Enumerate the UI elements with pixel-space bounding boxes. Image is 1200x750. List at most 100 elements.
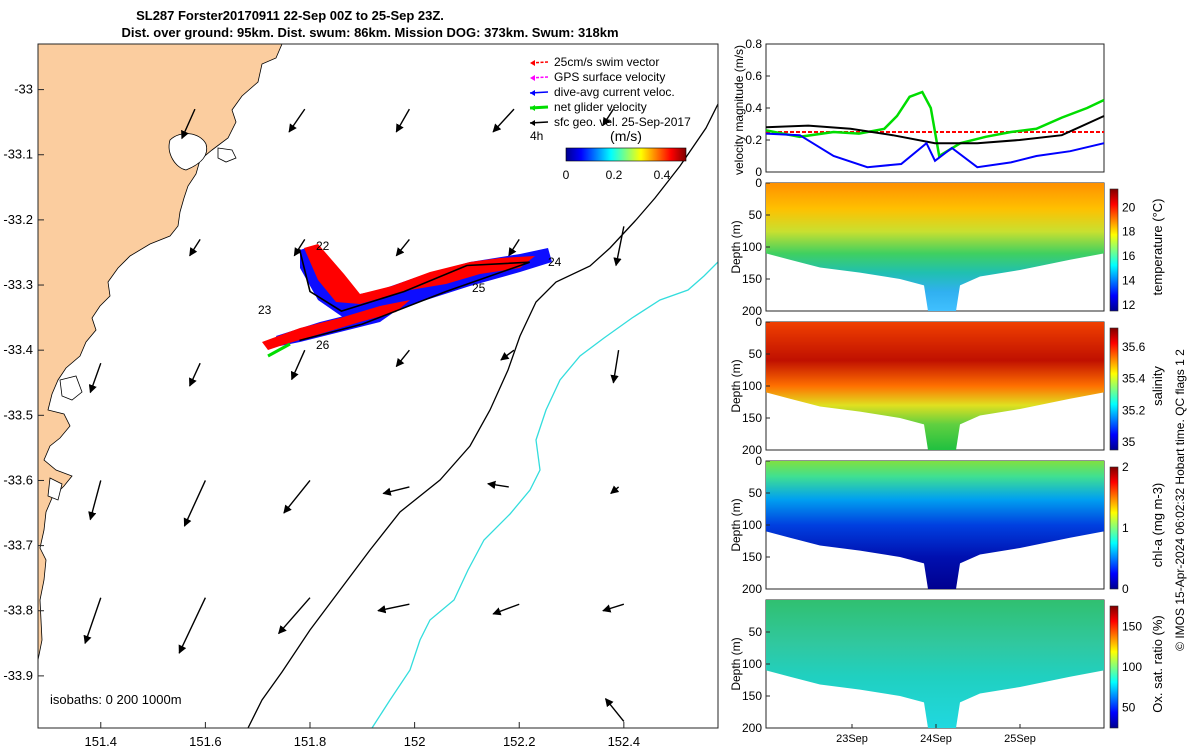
legend-label: 25cm/s swim vector [554,55,659,69]
geo-velocity-arrow [382,486,410,496]
geo-velocity-arrow [183,480,207,527]
section-y-tick-label: 50 [749,625,763,639]
section-y-tick-label: 50 [749,486,763,500]
section-colorbar-label: salinity [1150,366,1165,406]
section-colorbar-tick-label: 20 [1122,200,1136,214]
section-y-tick-label: 100 [742,657,762,671]
section-y-tick-label: 100 [742,518,762,532]
section-colorbar-tick-label: 100 [1122,660,1142,674]
geo-velocity-arrow [604,698,625,722]
section-colorbar-tick-label: 35.4 [1122,372,1146,386]
geo-velocity-arrow [602,603,625,613]
geo-velocity-vectors [83,108,625,722]
track-label: 23 [258,303,272,317]
section-colorbar-tick-label: 14 [1122,274,1136,288]
map-colorbar: (m/s) 0 0.2 0.4 [563,128,687,182]
land-coastline [38,44,283,661]
track-label: 24 [548,255,562,269]
legend-entry: sfc geo. vel. 25-Sep-2017 [529,115,691,129]
geo-velocity-arrow [293,239,306,257]
geo-velocity-arrow [487,480,509,490]
section-panel-chl-a: 0 50 100 150 200 Depth (m) 0 1 2 chl-a (mg m-3) [729,454,1165,596]
map-y-tick-label: -33.9 [3,668,33,683]
section-y-tick-label: 50 [749,347,763,361]
section-x-tick-label: 24Sep [920,733,952,745]
section-y-tick-label: 50 [749,208,763,222]
track-label: 25 [472,281,486,295]
section-y-tick-label: 150 [742,411,762,425]
swim-vectors [262,244,535,350]
map-y-tick-label: -33.6 [3,472,33,487]
map-colorbar-label: (m/s) [610,128,642,144]
glider-track [298,249,530,342]
isobath-200 [247,103,718,728]
legend-swatch-head [530,90,535,96]
lagoon-2 [217,147,237,163]
geo-velocity-arrow [492,108,515,133]
section-y-tick-label: 200 [742,443,762,457]
section-colorbar-tick-label: 12 [1122,298,1136,312]
net-glider-velocity-arrow [267,342,291,358]
map-x-axis: 151.4 151.6 151.8 152 152.2 152.4 [84,722,640,749]
geo-velocity-arrow [283,480,311,514]
track-label: 26 [316,338,330,352]
section-colorbar-tick-label: 150 [1122,619,1142,633]
map-y-tick-label: -33.1 [3,147,33,162]
map-y-tick-label: -33.5 [3,407,33,422]
map-panel: 151.4 151.6 151.8 152 152.2 152.4 -33 -33.1 -33… [3,43,719,749]
section-colorbar [1109,466,1119,590]
section-colorbar-tick-label: 50 [1122,701,1136,715]
geo-velocity-arrow [290,349,306,381]
section-colorbar [1109,605,1119,729]
geo-velocity-arrow [83,597,102,645]
section-ylabel: Depth (m) [729,359,743,412]
section-field [766,461,1104,589]
velocity-ylabel: velocity magnitude (m/s) [732,45,746,175]
legend-note: 4h [530,129,543,143]
section-colorbar-label: chl-a (mg m-3) [1150,483,1165,568]
section-y-tick-label: 200 [742,582,762,596]
geo-velocity-arrow [492,603,520,616]
section-ylabel: Depth (m) [729,637,743,690]
track-labels: 22 23 24 25 26 [258,239,562,352]
section-y-tick-label: 150 [742,550,762,564]
section-x-tick-label: 23Sep [836,733,868,745]
map-y-tick-label: -33 [14,82,33,97]
map-colorbar-tick-label: 0 [563,168,570,182]
section-y-tick-label: 150 [742,689,762,703]
section-field [766,183,1104,311]
geo-velocity-arrow [88,480,102,521]
section-colorbar-tick-label: 1 [1122,521,1129,535]
geo-velocity-arrow [610,350,620,384]
geo-velocity-arrow [189,239,201,257]
geo-velocity-arrow [278,597,311,635]
geo-velocity-arrow [395,238,410,257]
section-field [766,322,1104,450]
section-colorbar [1109,327,1119,451]
isobaths-label: isobaths: 0 200 1000m [50,692,182,707]
section-colorbar-tick-label: 35.6 [1122,340,1146,354]
figure-title-line2: Dist. over ground: 95km. Dist. swum: 86k… [121,25,618,40]
map-colorbar-bar [565,147,687,162]
legend-swatch-head [530,75,535,81]
track-label: 22 [316,239,330,253]
legend-label: dive-avg current veloc. [554,85,675,99]
legend-label: GPS surface velocity [554,70,665,84]
map-y-tick-label: -33.8 [3,603,33,618]
geo-velocity-arrow [178,597,207,654]
geo-velocity-arrow [395,108,410,133]
map-y-tick-label: -33.7 [3,538,33,553]
map-x-tick-label: 152.4 [608,734,641,749]
section-colorbar-label: temperature (°C) [1150,199,1165,296]
geo-velocity-arrow [377,603,410,614]
lagoon-1 [168,133,208,171]
map-frame [37,43,719,729]
velocity-series-line [765,90,1105,159]
legend-label: net glider velocity [554,100,647,114]
velocity-y-tick-label: 0.6 [745,69,762,83]
geo-velocity-arrow [610,485,620,495]
map-y-tick-label: -33.4 [3,342,33,357]
velocity-series [765,90,1105,169]
